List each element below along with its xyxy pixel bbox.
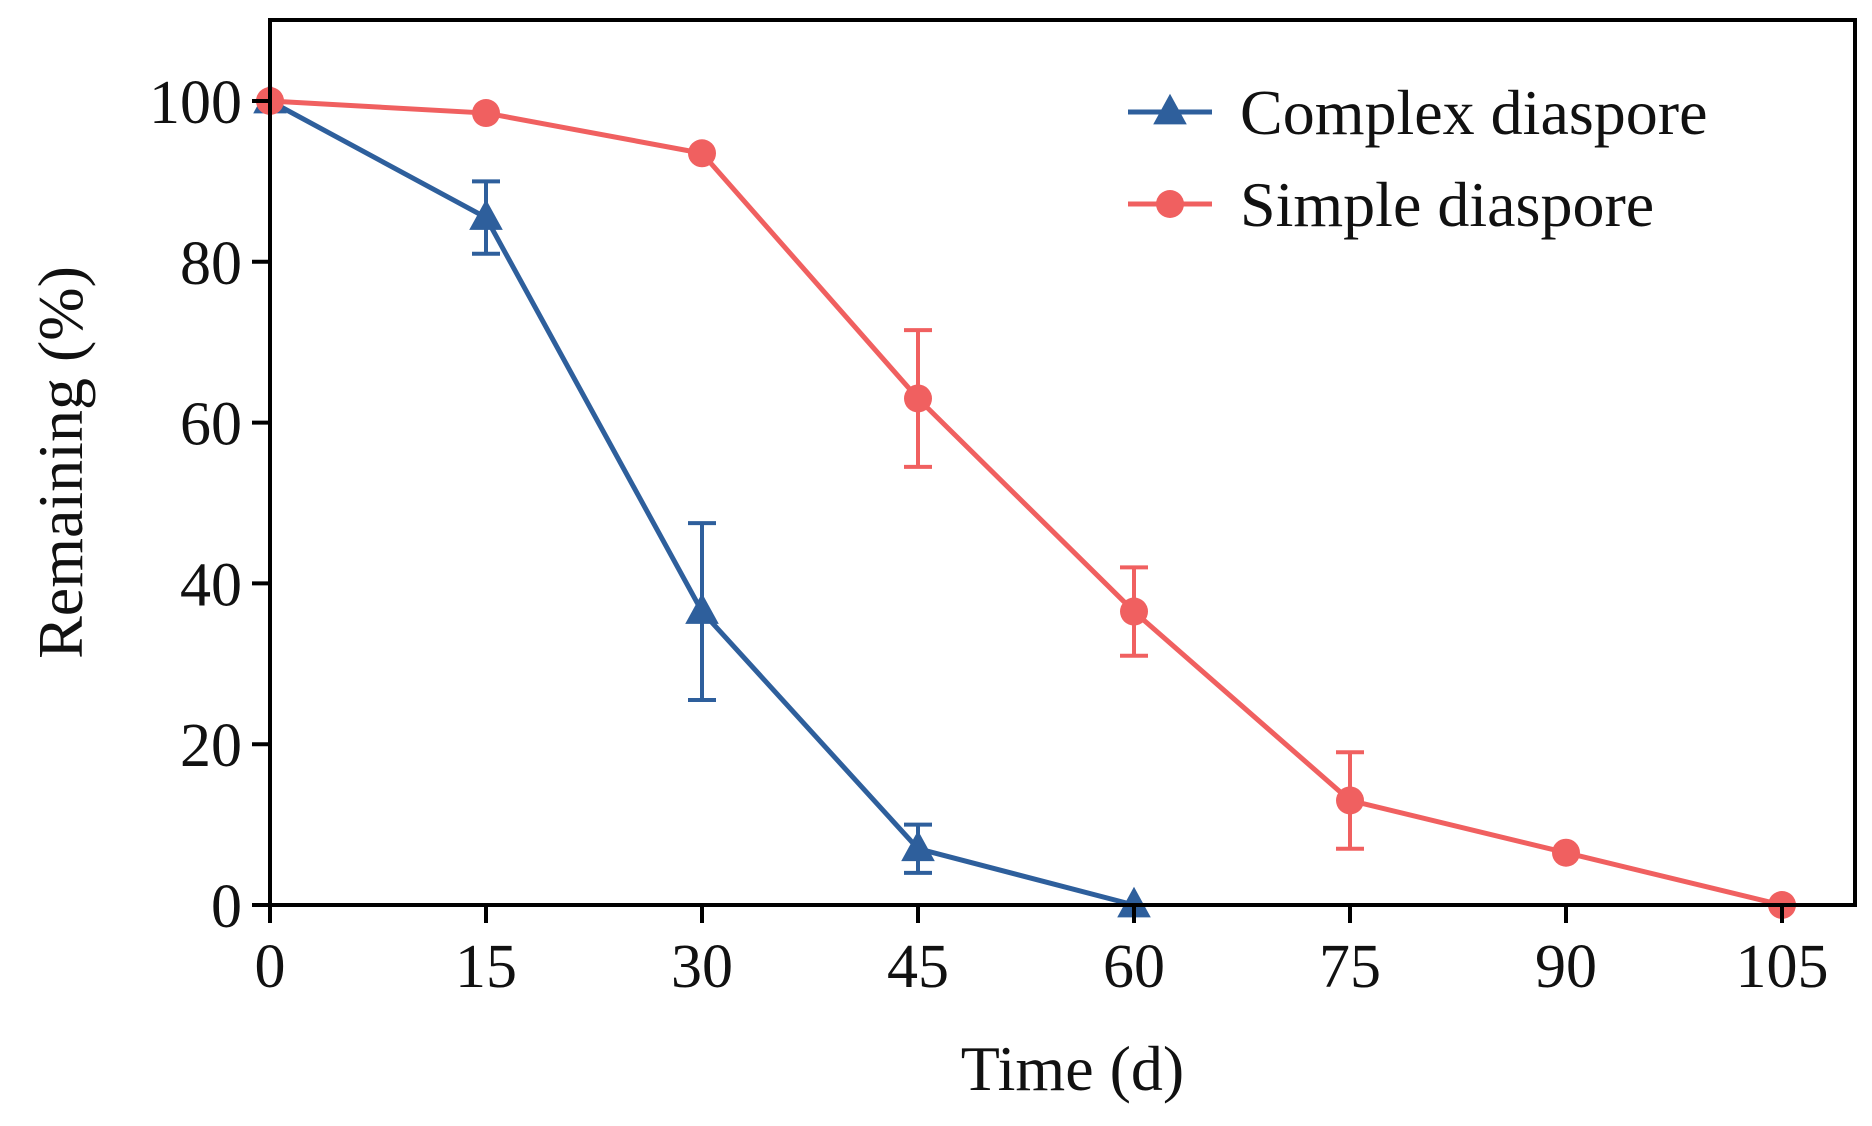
data-point (901, 830, 935, 862)
y-tick-label: 60 (180, 391, 242, 459)
y-tick-label: 80 (180, 230, 242, 298)
legend-marker (1153, 93, 1187, 125)
legend-item: Simple diaspore (1128, 169, 1654, 240)
y-tick-label: 20 (180, 712, 242, 780)
x-tick-label: 30 (671, 933, 733, 1001)
x-tick-label: 15 (455, 933, 517, 1001)
legend-label: Simple diaspore (1240, 169, 1654, 240)
data-point (904, 384, 932, 413)
x-axis-title: Time (d) (961, 1033, 1184, 1104)
series-line (268, 98, 1135, 908)
data-point (1552, 838, 1580, 867)
y-axis-title: Remaining (%) (25, 266, 96, 659)
series-line (269, 98, 1783, 908)
legend-item: Complex diaspore (1128, 77, 1707, 148)
data-point (469, 199, 503, 230)
x-tick-label: 105 (1736, 933, 1829, 1001)
legend: Complex diaspore Simple diaspore (1128, 77, 1707, 240)
y-tick-label: 40 (180, 551, 242, 619)
series-simple-diaspore (256, 87, 1796, 919)
data-point (685, 593, 719, 624)
legend-marker (1156, 190, 1184, 218)
x-tick-label: 90 (1535, 933, 1597, 1001)
data-point (472, 99, 500, 128)
y-tick-label: 0 (211, 873, 242, 941)
series-complex-diaspore (253, 82, 1151, 918)
x-tick-label: 75 (1319, 933, 1381, 1001)
axes-layer: 0 15 30 45 60 75 90 105 0 20 40 60 80 100 (149, 69, 1829, 1001)
data-point (1117, 886, 1151, 918)
data-point (688, 139, 716, 168)
y-tick-label: 100 (149, 69, 242, 137)
data-point (1336, 786, 1364, 815)
x-tick-label: 60 (1103, 933, 1165, 1001)
legend-label: Complex diaspore (1240, 77, 1707, 148)
data-point (1120, 597, 1148, 626)
x-tick-label: 45 (887, 933, 949, 1001)
x-tick-label: 0 (255, 933, 286, 1001)
plot-frame (268, 18, 1857, 907)
